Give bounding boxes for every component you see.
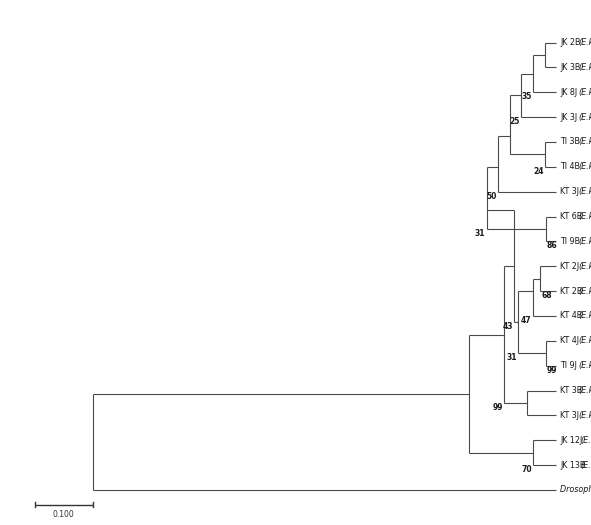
- Text: KT 4J: KT 4J: [560, 337, 582, 345]
- Text: 35: 35: [521, 92, 532, 101]
- Text: (E.kamerunicus): (E.kamerunicus): [578, 138, 591, 146]
- Text: KT 4B: KT 4B: [560, 311, 585, 320]
- Text: (E.kamerunicus): (E.kamerunicus): [578, 212, 591, 221]
- Text: 31: 31: [475, 229, 485, 238]
- Text: KT 6B: KT 6B: [560, 212, 585, 221]
- Text: 86: 86: [547, 242, 557, 250]
- Text: KT 3B: KT 3B: [560, 386, 585, 395]
- Text: (E.kamerunicus): (E.kamerunicus): [578, 88, 591, 97]
- Text: KT 2B: KT 2B: [560, 287, 585, 296]
- Text: (E.kamerunicus): (E.kamerunicus): [581, 436, 591, 445]
- Text: (E.kamerunicus): (E.kamerunicus): [578, 112, 591, 122]
- Text: (E.kamerunicus): (E.kamerunicus): [578, 311, 591, 320]
- Text: TI 4B: TI 4B: [560, 162, 583, 171]
- Text: 99: 99: [547, 365, 557, 375]
- Text: (E.kamerunicus): (E.kamerunicus): [578, 38, 591, 47]
- Text: (E.kamerunicus): (E.kamerunicus): [581, 460, 591, 469]
- Text: (E.kamer.unicus): (E.kamer.unicus): [578, 287, 591, 296]
- Text: 0.100: 0.100: [53, 510, 74, 519]
- Text: 24: 24: [533, 167, 543, 176]
- Text: TI 3B: TI 3B: [560, 138, 583, 146]
- Text: 31: 31: [507, 353, 517, 362]
- Text: JK 8J: JK 8J: [560, 88, 580, 97]
- Text: (E.kamerunicus): (E.kamerunicus): [578, 237, 591, 246]
- Text: 50: 50: [486, 192, 497, 201]
- Text: Drosophila simulans: Drosophila simulans: [560, 486, 591, 495]
- Text: KT 3J: KT 3J: [560, 187, 582, 196]
- Text: JK 3B: JK 3B: [560, 63, 583, 72]
- Text: 99: 99: [492, 403, 503, 412]
- Text: 25: 25: [510, 117, 520, 126]
- Text: KT 2J: KT 2J: [560, 262, 582, 271]
- Text: (E.kamerunicus): (E.kamerunicus): [578, 361, 591, 370]
- Text: TI 9J: TI 9J: [560, 361, 580, 370]
- Text: (E.kamerunicus): (E.kamerunicus): [578, 411, 591, 420]
- Text: (E.kamerunicus): (E.kamerunicus): [578, 337, 591, 345]
- Text: JK 3J: JK 3J: [560, 112, 580, 122]
- Text: JK 2B: JK 2B: [560, 38, 583, 47]
- Text: 47: 47: [521, 316, 532, 325]
- Text: (E.kamerunicus): (E.kamerunicus): [578, 187, 591, 196]
- Text: 70: 70: [521, 465, 532, 474]
- Text: JK 12J: JK 12J: [560, 436, 585, 445]
- Text: JK 13B: JK 13B: [560, 460, 588, 469]
- Text: (E.kamerunicus): (E.kamerunicus): [578, 63, 591, 72]
- Text: (E.kamerunicus): (E.kamerunicus): [578, 162, 591, 171]
- Text: 43: 43: [503, 322, 513, 331]
- Text: (E.kamerunicus): (E.kamerunicus): [578, 262, 591, 271]
- Text: KT 3J: KT 3J: [560, 411, 582, 420]
- Text: 68: 68: [541, 291, 551, 300]
- Text: (E.kamerunicus): (E.kamerunicus): [578, 386, 591, 395]
- Text: TI 9B: TI 9B: [560, 237, 583, 246]
